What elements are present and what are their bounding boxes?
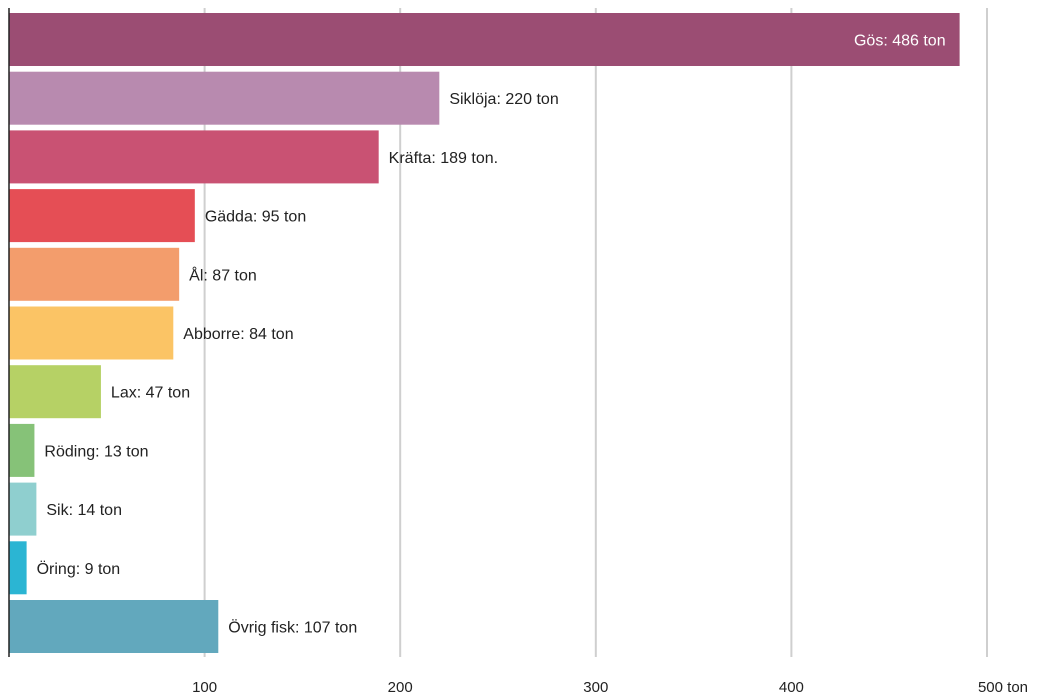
bar-8 [9, 483, 36, 536]
bar-1 [9, 72, 439, 125]
bar-9 [9, 541, 27, 594]
bar-3 [9, 189, 195, 242]
bar-label: Sik: 14 ton [46, 502, 122, 519]
x-tick-label: 200 [388, 679, 413, 695]
bar-2 [9, 130, 379, 183]
bar-label: Övrig fisk: 107 ton [228, 619, 357, 637]
x-tick-label: 300 [583, 679, 608, 695]
bars [9, 13, 960, 653]
bar-label: Gädda: 95 ton [205, 209, 306, 226]
bar-label: Lax: 47 ton [111, 385, 190, 402]
bar-0 [9, 13, 960, 66]
bar-label: Öring: 9 ton [37, 560, 121, 578]
bar-label: Siklöja: 220 ton [449, 91, 558, 108]
bar-label: Kräfta: 189 ton. [389, 150, 498, 167]
bar-7 [9, 424, 34, 477]
bar-5 [9, 307, 173, 360]
x-tick-label: 400 [779, 679, 804, 695]
bar-label: Abborre: 84 ton [183, 326, 293, 343]
x-axis-tick-labels: 100 200 300 400 500 ton [192, 679, 1028, 695]
bar-label: Ål: 87 ton [189, 265, 257, 284]
bar-6 [9, 365, 101, 418]
bar-label: Gös: 486 ton [854, 33, 946, 50]
bar-label: Röding: 13 ton [44, 443, 148, 460]
x-tick-label: 500 ton [978, 679, 1028, 695]
bar-4 [9, 248, 179, 301]
x-tick-label: 100 [192, 679, 217, 695]
bar-10 [9, 600, 218, 653]
